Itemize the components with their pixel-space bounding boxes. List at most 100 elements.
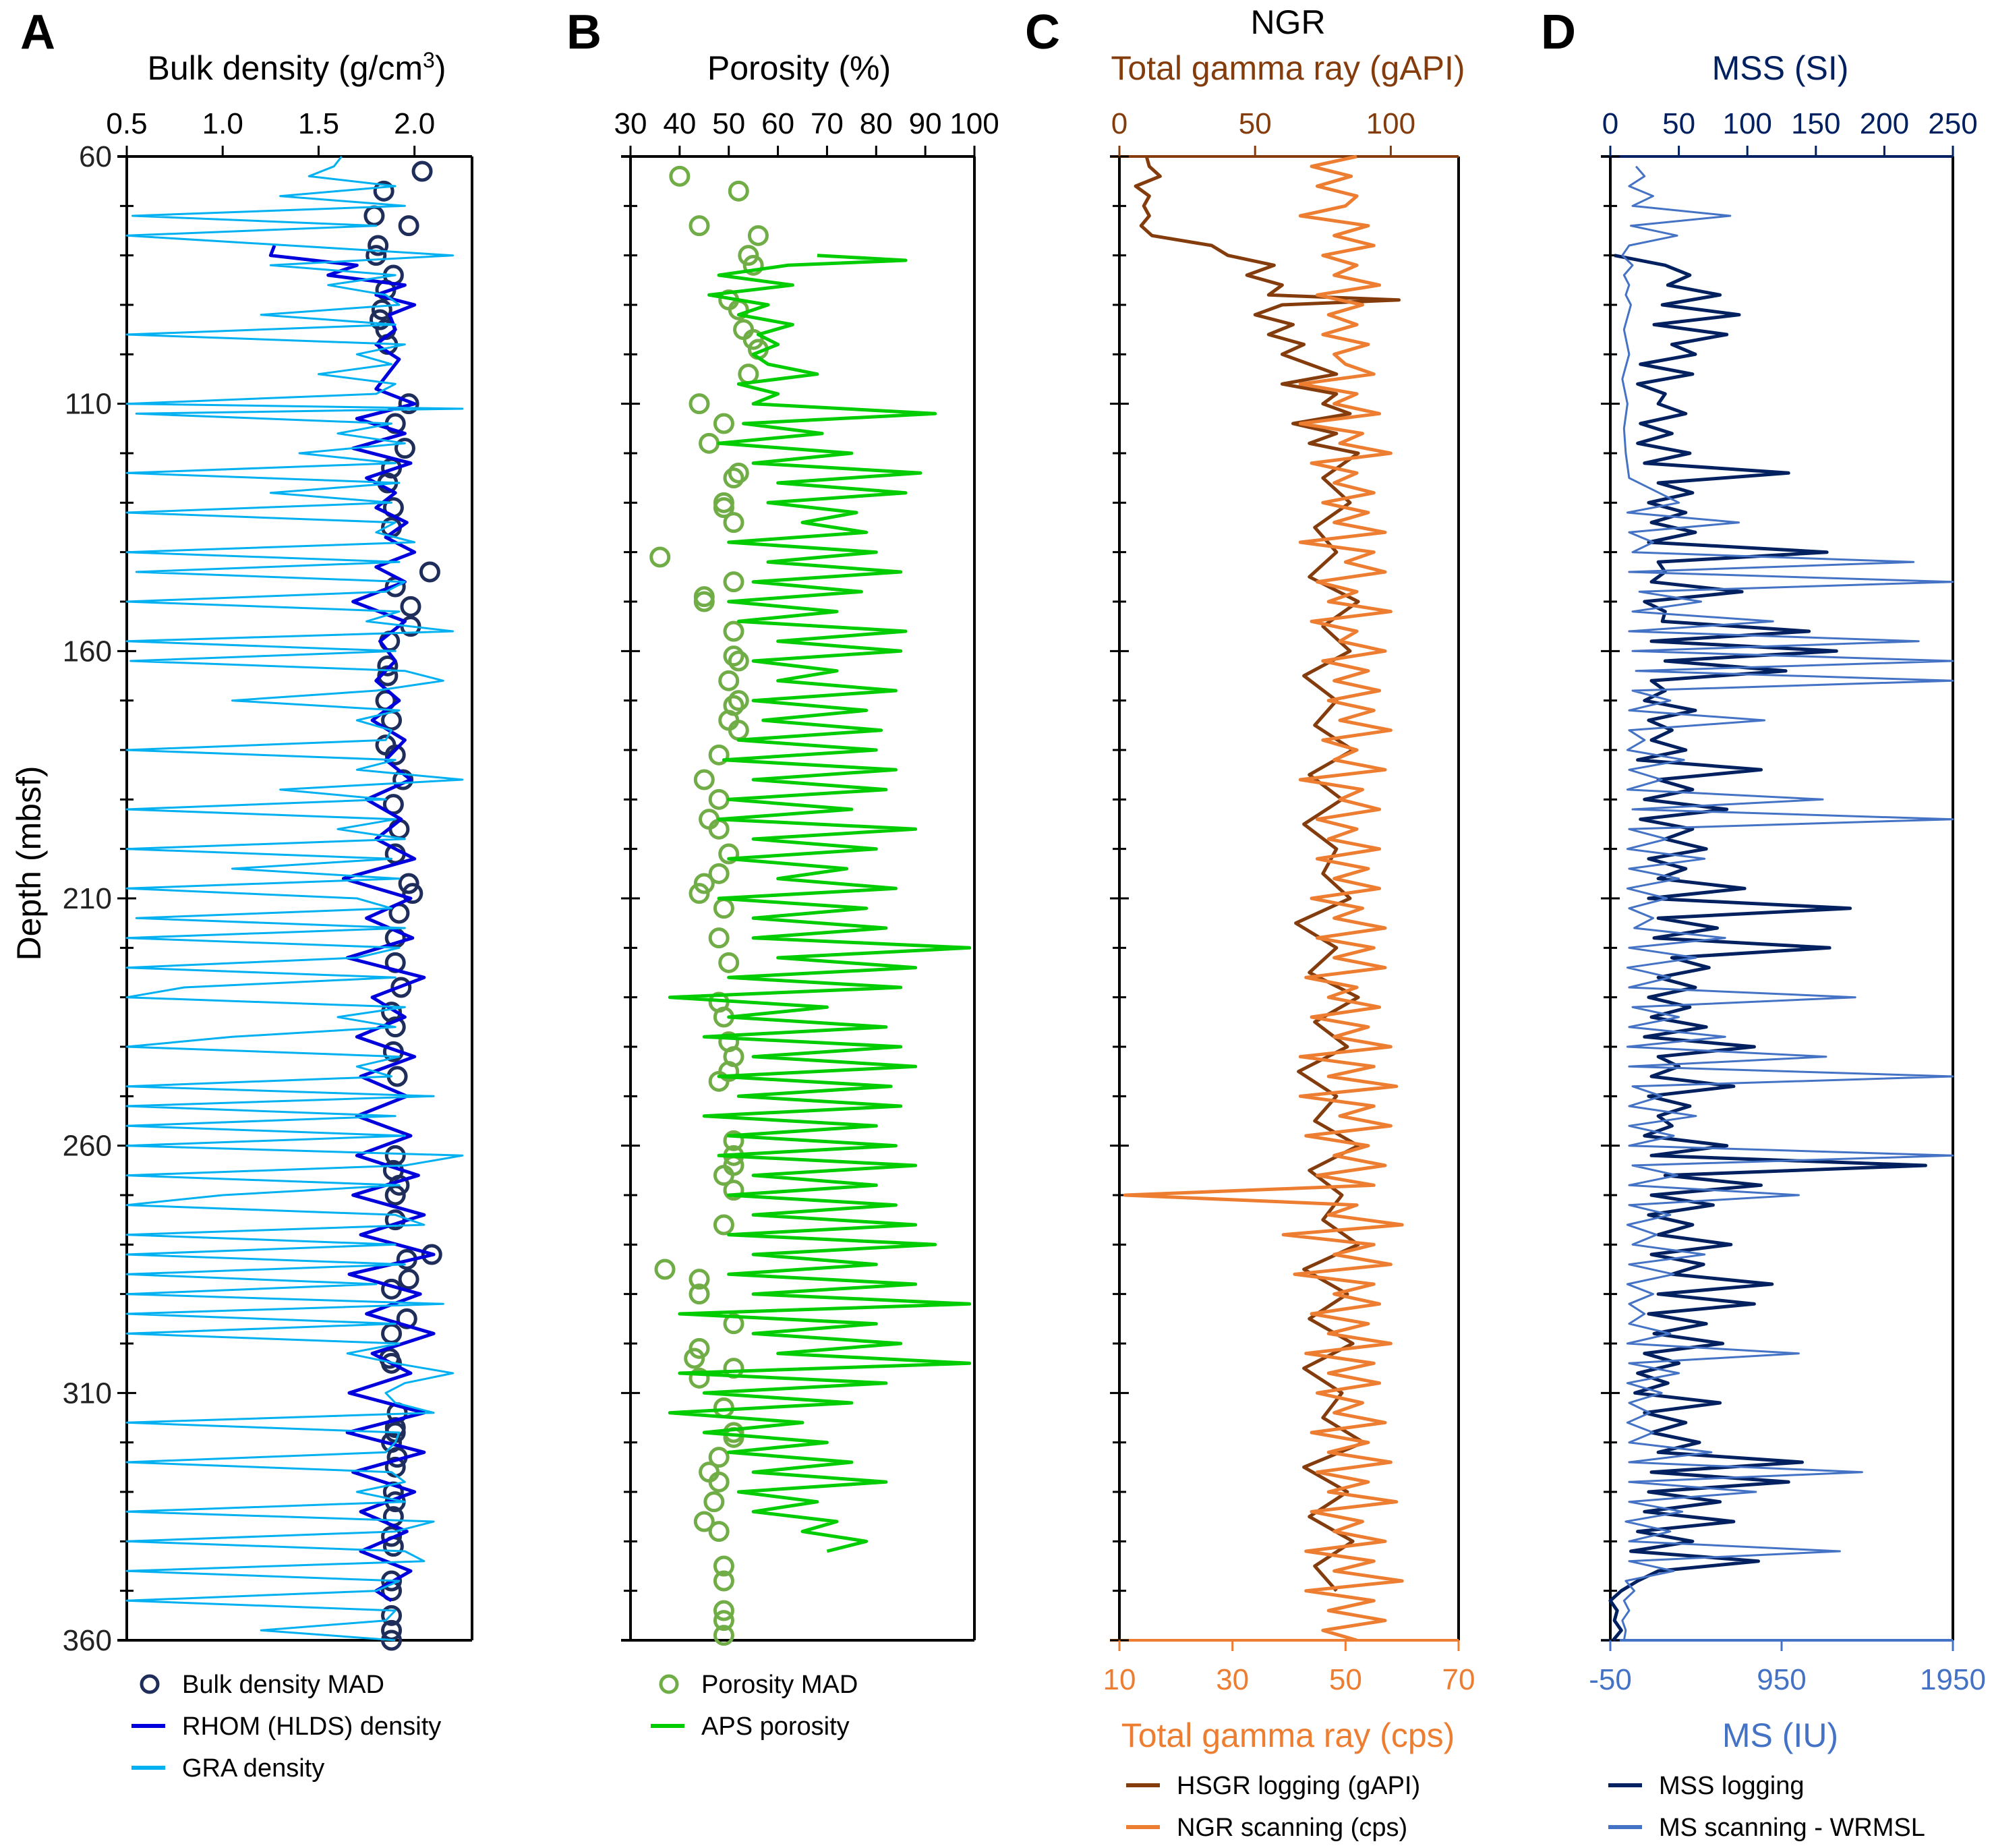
depth-tick-label: 260 bbox=[63, 1130, 112, 1163]
legend-label: Porosity MAD bbox=[701, 1671, 858, 1699]
porosity-mad-point bbox=[708, 1471, 730, 1493]
panel-d-bottom-axis-title: MS (IU) bbox=[1722, 1716, 1838, 1754]
top-axis-tick-label: 60 bbox=[761, 107, 794, 140]
depth-axis-label: Depth (mbsf) bbox=[10, 766, 48, 961]
bulk-density-mad-point bbox=[411, 161, 433, 182]
porosity-mad-point bbox=[699, 809, 720, 830]
panel-a-axis-title: Bulk density (g/cm3) bbox=[148, 48, 446, 87]
top-axis-tick-label: 100 bbox=[1722, 107, 1771, 140]
porosity-mad-point bbox=[689, 1269, 710, 1290]
porosity-mad-point bbox=[699, 432, 720, 454]
bulk-density-mad-point bbox=[421, 1244, 442, 1265]
porosity-mad-point bbox=[649, 546, 671, 568]
mss-logging-line bbox=[1608, 254, 1927, 1642]
porosity-mad-point bbox=[693, 591, 715, 612]
top-axis-tick-label: 1.5 bbox=[298, 107, 339, 140]
top-axis-tick-label: 50 bbox=[712, 107, 745, 140]
porosity-mad-point bbox=[713, 1165, 734, 1186]
top-axis-tick-label: 0 bbox=[1111, 107, 1127, 140]
panel-a-title-main: Bulk density (g/cm bbox=[148, 49, 423, 87]
bulk-density-mad-point bbox=[384, 744, 406, 766]
porosity-mad-point bbox=[689, 1367, 710, 1389]
bulk-density-mad-point bbox=[363, 205, 385, 227]
porosity-mad-point bbox=[713, 1625, 734, 1646]
bottom-axis-tick-label: 10 bbox=[1103, 1663, 1136, 1696]
bulk-density-mad-point bbox=[398, 215, 419, 237]
porosity-mad-point bbox=[693, 1511, 715, 1532]
porosity-mad-point bbox=[738, 364, 759, 385]
depth-tick-label: 160 bbox=[63, 635, 112, 668]
porosity-mad-point bbox=[723, 1180, 744, 1201]
bulk-density-mad-point bbox=[390, 977, 412, 998]
porosity-mad-point bbox=[747, 225, 769, 246]
top-axis-tick-label: 80 bbox=[860, 107, 893, 140]
porosity-mad-point bbox=[689, 1283, 710, 1305]
hsgr-logging-gapi-line bbox=[1134, 156, 1401, 1592]
legend-label: GRA density bbox=[182, 1754, 324, 1783]
porosity-mad-point bbox=[699, 1462, 720, 1483]
porosity-mad-point bbox=[708, 1521, 730, 1542]
depth-tick-label: 60 bbox=[79, 140, 112, 173]
bottom-axis-tick-label: 1950 bbox=[1920, 1663, 1986, 1696]
legend-marker-circle bbox=[659, 1674, 679, 1694]
top-axis-tick-label: 30 bbox=[614, 107, 647, 140]
top-axis-tick-label: 90 bbox=[909, 107, 942, 140]
bulk-density-mad-point bbox=[396, 1308, 417, 1329]
aps-porosity-line bbox=[668, 254, 972, 1553]
porosity-mad-point bbox=[713, 413, 734, 434]
porosity-mad-point bbox=[708, 1447, 730, 1468]
panel-b-axis-title: Porosity (%) bbox=[707, 49, 891, 87]
bulk-density-mad-point bbox=[377, 655, 399, 676]
porosity-mad-point bbox=[738, 245, 759, 266]
porosity-mad-point bbox=[713, 1214, 734, 1236]
bulk-density-mad-point bbox=[388, 818, 410, 840]
top-axis-tick-label: 100 bbox=[949, 107, 999, 140]
depth-tick-label: 210 bbox=[63, 882, 112, 915]
porosity-mad-point bbox=[654, 1259, 676, 1280]
panel-letter-b: B bbox=[566, 5, 602, 59]
bottom-axis-tick-label: 950 bbox=[1757, 1663, 1806, 1696]
top-axis-tick-label: 250 bbox=[1928, 107, 1977, 140]
panel-a-title-end: ) bbox=[435, 49, 446, 87]
bottom-axis-tick-label: 30 bbox=[1216, 1663, 1249, 1696]
legend-label: MS scanning - WRMSL bbox=[1659, 1814, 1925, 1842]
porosity-mad-point bbox=[713, 1610, 734, 1632]
porosity-mad-point bbox=[718, 843, 740, 865]
legend-marker-circle bbox=[140, 1674, 160, 1694]
porosity-mad-point bbox=[742, 254, 764, 276]
panel-c-title-ngr: NGR bbox=[1250, 3, 1325, 41]
top-axis-tick-label: 70 bbox=[811, 107, 844, 140]
panel-d-top-axis-title: MSS (SI) bbox=[1712, 49, 1849, 87]
porosity-mad-point bbox=[689, 883, 710, 904]
panel-a-title-sup: 3 bbox=[423, 48, 435, 72]
porosity-mad-point bbox=[708, 744, 730, 766]
porosity-mad-point bbox=[713, 898, 734, 919]
top-axis-tick-label: 0 bbox=[1602, 107, 1618, 140]
porosity-mad-point bbox=[718, 952, 740, 973]
bottom-axis-tick-label: -50 bbox=[1589, 1663, 1632, 1696]
porosity-mad-point bbox=[728, 690, 749, 712]
porosity-mad-point bbox=[718, 670, 740, 691]
panel-c-bottom-axis-title: Total gamma ray (cps) bbox=[1121, 1716, 1455, 1754]
porosity-mad-point bbox=[723, 467, 744, 489]
porosity-mad-point bbox=[703, 1491, 725, 1513]
porosity-mad-point bbox=[713, 497, 734, 519]
top-axis-tick-label: 100 bbox=[1366, 107, 1415, 140]
top-axis-tick-label: 50 bbox=[1662, 107, 1695, 140]
bulk-density-mad-point bbox=[373, 180, 394, 202]
porosity-mad-point bbox=[713, 1600, 734, 1621]
porosity-mad-point bbox=[669, 165, 691, 187]
bulk-density-mad-point bbox=[398, 393, 419, 415]
top-axis-tick-label: 0.5 bbox=[106, 107, 147, 140]
porosity-mad-point bbox=[708, 863, 730, 884]
porosity-mad-point bbox=[723, 512, 744, 533]
porosity-mad-point bbox=[684, 1348, 705, 1369]
axes-layer: 60 110 160 210 260 310 360 0.5 1.0 1.5 2.0 30 40 50 60… bbox=[63, 107, 1986, 1696]
bulk-density-mad-point bbox=[384, 1145, 406, 1166]
porosity-mad-point bbox=[742, 328, 764, 350]
legend-layer: Bulk density MAD RHOM (HLDS) density GRA d… bbox=[131, 1671, 1925, 1842]
bulk-density-mad-point bbox=[419, 561, 440, 583]
legend-label: RHOM (HLDS) density bbox=[182, 1712, 441, 1741]
porosity-mad-point bbox=[723, 620, 744, 642]
